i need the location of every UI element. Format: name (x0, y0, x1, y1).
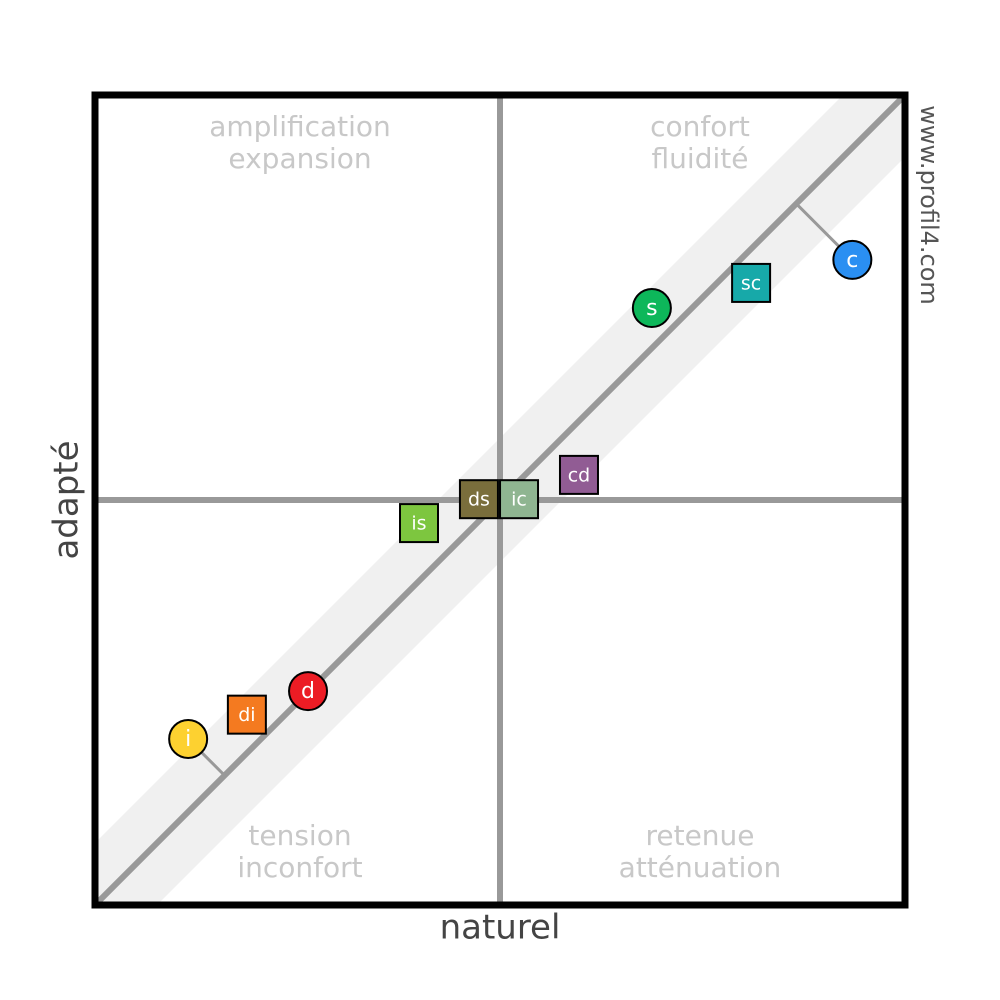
plot-frame (91, 91, 909, 909)
point-label: is (411, 513, 426, 535)
point-label: c (846, 248, 858, 273)
quadrant-label: atténuation (619, 851, 782, 884)
point-label: d (301, 679, 315, 704)
point-label: di (238, 704, 255, 726)
quadrant-label: fluidité (652, 142, 749, 175)
point-label: i (185, 727, 191, 752)
quadrant-label: tension (248, 819, 351, 852)
x-axis-label: naturel (440, 908, 561, 948)
point-label: sc (741, 272, 761, 294)
quadrant-label: inconfort (237, 851, 362, 884)
point (288, 671, 329, 712)
quadrant-label: retenue (645, 819, 754, 852)
point-label: s (646, 296, 657, 321)
point (558, 454, 599, 495)
quadrant-label: amplification (209, 110, 391, 143)
quadrant-label: expansion (228, 142, 371, 175)
quadrant-label: confort (650, 110, 750, 143)
point (499, 479, 540, 520)
watermark: www.profil4.com (915, 105, 943, 305)
point (399, 503, 439, 544)
point-label: cd (568, 464, 591, 486)
point (458, 479, 499, 520)
point-label: ic (511, 489, 527, 511)
point (168, 718, 209, 759)
point (832, 239, 873, 280)
y-axis-label: adapté (47, 440, 87, 559)
point (631, 288, 672, 329)
point (731, 262, 772, 303)
point (226, 694, 267, 735)
point-label: ds (468, 489, 490, 511)
